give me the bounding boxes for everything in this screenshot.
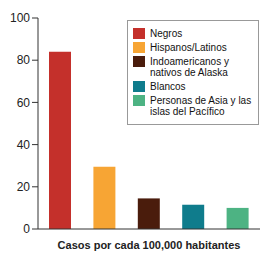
html-text:Indoamericanos y nativos de Al: Indoamericanos y nativos de Alaska [150, 56, 229, 78]
svg-text:100: 100 [10, 11, 30, 25]
svg-text:Casos por cada 100,000 habitan: Casos por cada 100,000 habitantes [58, 239, 241, 251]
html-text:Negros: Negros [150, 28, 183, 39]
svg-text:80: 80 [17, 53, 31, 67]
svg-text:60: 60 [17, 96, 31, 110]
html-text:Personas de Asia y las islas d: Personas de Asia y las islas del Pacífic… [150, 95, 252, 117]
svg-text:40: 40 [17, 138, 31, 152]
html-text:Blancos: Blancos [150, 81, 186, 92]
html-text:Hispanos/Latinos: Hispanos/Latinos [150, 42, 227, 53]
svg-text:0: 0 [23, 222, 30, 236]
svg-text:20: 20 [17, 180, 31, 194]
